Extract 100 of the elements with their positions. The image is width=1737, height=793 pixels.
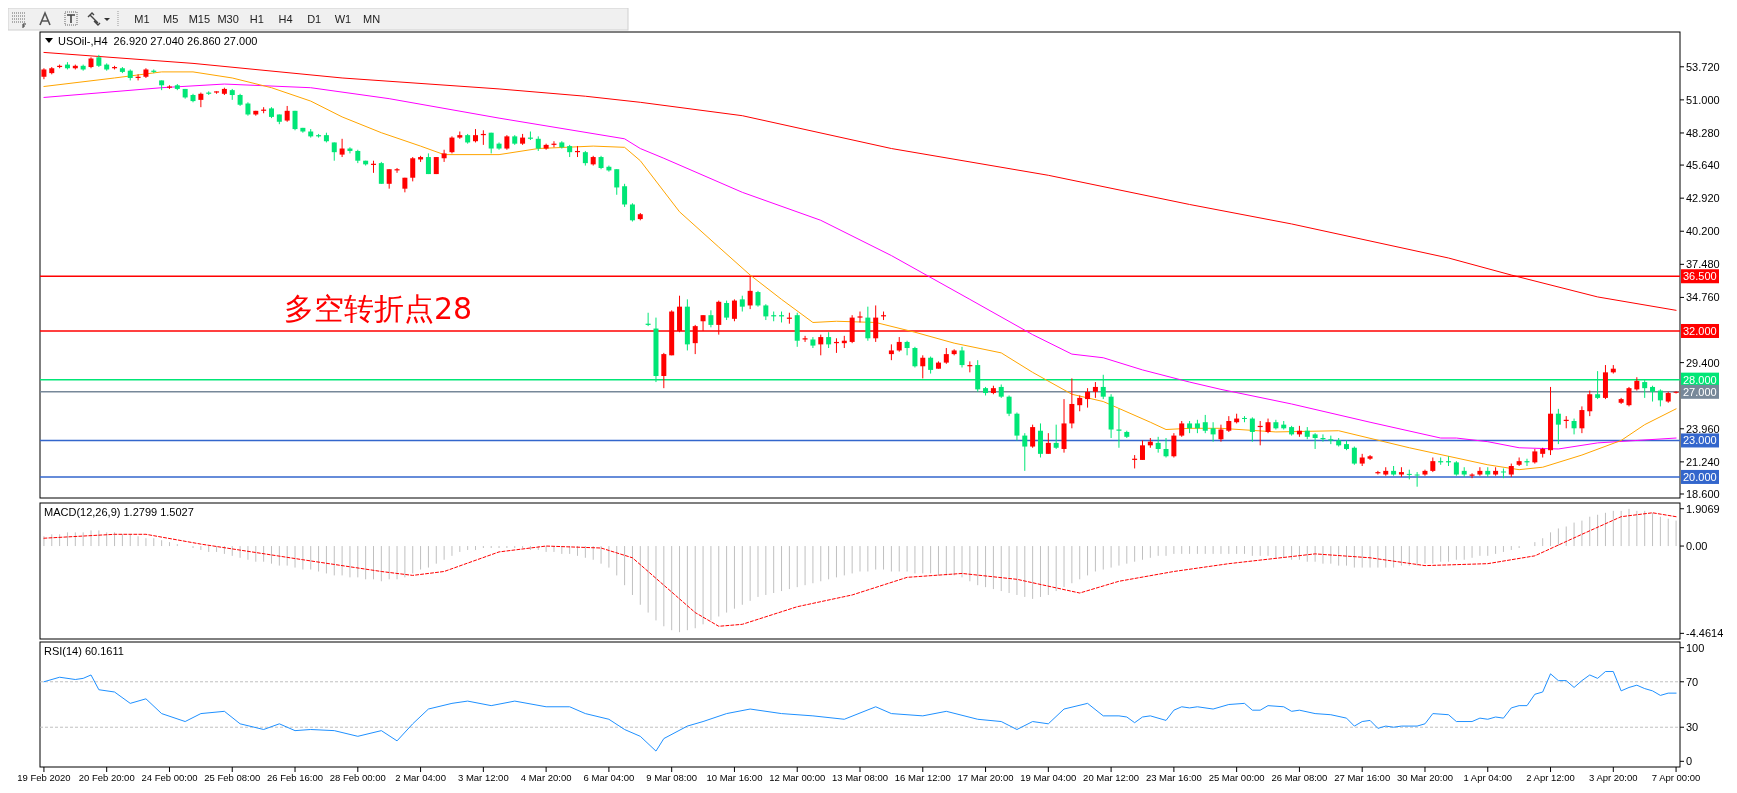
candlestick <box>920 354 926 379</box>
x-tick-label: 16 Mar 12:00 <box>894 772 951 783</box>
candlestick <box>1210 421 1216 443</box>
y-tick-label: 21.240 <box>1686 455 1720 468</box>
candlestick <box>1006 394 1012 417</box>
candlestick <box>1249 416 1255 443</box>
candlestick <box>857 311 863 323</box>
y-tick-label: 40.200 <box>1686 225 1720 238</box>
candlestick <box>1477 466 1483 477</box>
candlestick <box>818 334 824 356</box>
ref-line-label: 36.500 <box>1683 270 1717 283</box>
x-tick-label: 25 Feb 08:00 <box>204 772 261 783</box>
candlestick <box>1218 424 1224 443</box>
x-tick-label: 23 Mar 16:00 <box>1145 772 1202 783</box>
candlestick <box>614 168 620 196</box>
candlestick <box>661 352 667 389</box>
chart-title: USOil-,H4 26.920 27.040 26.860 27.000 <box>58 35 258 47</box>
candlestick <box>1351 446 1357 466</box>
ref-line-label: 20.000 <box>1683 470 1717 483</box>
candlestick <box>731 298 737 322</box>
x-tick-label: 10 Mar 16:00 <box>706 772 763 783</box>
y-tick-label: -4.4614 <box>1686 627 1724 640</box>
x-tick-label: 20 Feb 20:00 <box>78 772 135 783</box>
candlestick <box>629 202 635 223</box>
candlestick <box>441 149 447 163</box>
x-tick-label: 17 Mar 20:00 <box>957 772 1014 783</box>
y-tick-label: 42.920 <box>1686 192 1720 205</box>
x-tick-label: 24 Feb 00:00 <box>141 772 198 783</box>
ref-line-label: 27.000 <box>1683 385 1717 398</box>
candlestick <box>198 92 204 108</box>
candlestick <box>1022 432 1028 472</box>
y-tick-label: 34.760 <box>1686 291 1720 304</box>
y-tick-label: 70 <box>1686 675 1699 688</box>
x-tick-label: 13 Mar 08:00 <box>832 772 888 783</box>
line-series <box>43 671 1677 752</box>
y-tick-label: 53.720 <box>1686 60 1720 73</box>
candlestick <box>1085 387 1091 409</box>
y-tick-label: 23.960 <box>1686 422 1720 435</box>
candlestick <box>1312 432 1318 450</box>
candlestick <box>724 300 730 321</box>
x-tick-label: 26 Mar 08:00 <box>1271 772 1328 783</box>
y-tick-label: 18.600 <box>1686 487 1720 500</box>
candlestick <box>1673 390 1679 395</box>
x-tick-label: 27 Mar 16:00 <box>1334 772 1391 783</box>
x-tick-label: 2 Mar 04:00 <box>395 772 446 783</box>
x-tick-label: 4 Mar 20:00 <box>520 772 572 783</box>
text: W1 <box>334 13 352 25</box>
candlestick <box>1414 471 1420 488</box>
x-tick-label: 3 Mar 12:00 <box>458 772 509 783</box>
candlestick <box>1030 424 1036 449</box>
candlestick <box>1045 432 1051 455</box>
candlestick <box>1500 467 1506 479</box>
candlestick <box>1587 390 1593 417</box>
y-tick-label: 30 <box>1686 721 1699 734</box>
candlestick <box>1555 408 1561 445</box>
x-tick-label: 19 Mar 04:00 <box>1020 772 1077 783</box>
candlestick <box>1579 405 1585 434</box>
candlestick <box>1626 386 1632 407</box>
candlestick <box>1202 414 1208 434</box>
y-tick-label: 0.00 <box>1686 540 1708 553</box>
x-tick-label: 9 Mar 08:00 <box>646 772 698 783</box>
candlestick <box>810 336 816 349</box>
candlestick <box>1163 437 1169 458</box>
candlestick <box>378 161 384 185</box>
annotation: 多空转折点28 <box>284 291 473 326</box>
text: M30 <box>217 13 239 25</box>
chart-title: MACD(12,26,9) 1.2799 1.5027 <box>44 506 194 518</box>
y-tick-label: 29.400 <box>1686 356 1720 369</box>
y-tick-label: 37.480 <box>1686 258 1720 271</box>
text: H1 <box>249 13 264 25</box>
candlestick <box>1069 377 1075 429</box>
y-tick-label: 1.9069 <box>1686 502 1720 515</box>
candlestick <box>959 346 965 368</box>
candlestick <box>1171 432 1177 458</box>
candlestick <box>339 138 345 158</box>
candlestick <box>904 340 910 356</box>
y-tick-label: 0 <box>1686 755 1693 768</box>
x-tick-label: 3 Apr 20:00 <box>1589 772 1638 783</box>
x-tick-label: 25 Mar 00:00 <box>1208 772 1265 783</box>
candlestick <box>386 168 392 190</box>
text: MN <box>363 13 381 25</box>
x-tick-label: 6 Mar 04:00 <box>583 772 635 783</box>
candlestick <box>1053 424 1059 450</box>
candlestick <box>1139 439 1145 461</box>
x-tick-label: 7 Apr 00:00 <box>1651 772 1701 783</box>
x-tick-label: 20 Mar 12:00 <box>1083 772 1140 783</box>
y-tick-label: 51.000 <box>1686 93 1720 106</box>
x-tick-label: 19 Feb 2020 <box>17 772 71 783</box>
chart-title: RSI(14) 60.1611 <box>44 645 124 657</box>
candlestick <box>410 156 416 182</box>
x-tick-label: 1 Apr 04:00 <box>1463 772 1513 783</box>
text: M5 <box>163 13 179 25</box>
candlestick <box>1516 456 1522 467</box>
x-tick-label: 28 Feb 00:00 <box>329 772 386 783</box>
candlestick <box>1037 422 1043 458</box>
y-tick-label: 45.640 <box>1686 159 1720 172</box>
text: M15 <box>188 13 211 25</box>
candlestick <box>1014 411 1020 441</box>
text: M1 <box>134 13 150 25</box>
candlestick <box>802 335 808 343</box>
